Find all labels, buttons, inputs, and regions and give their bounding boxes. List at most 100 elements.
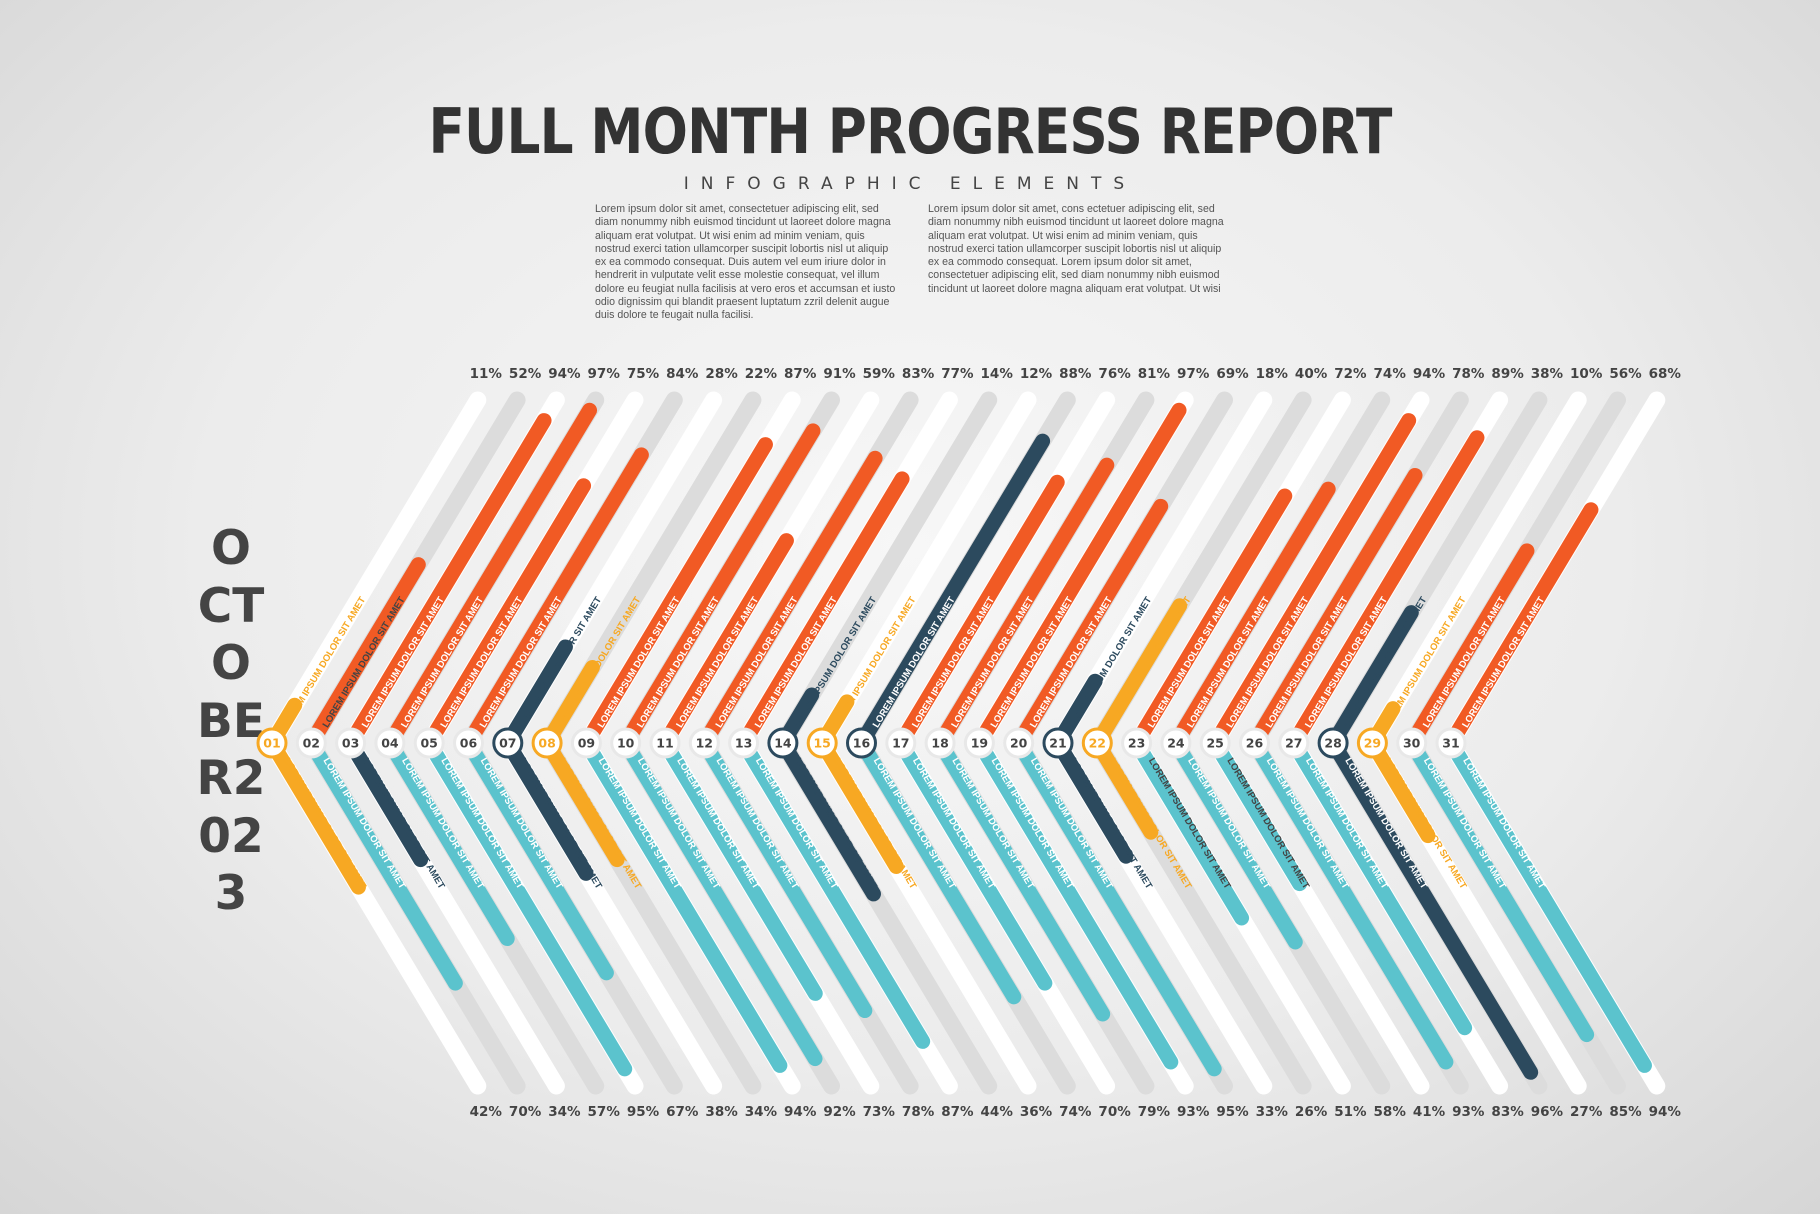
day-node-21 [1042,727,1074,759]
bar-upper-03 [343,413,552,751]
bar-lower-21 [1050,735,1134,864]
day-node-18 [924,727,956,759]
bottom-value-10: 92% [823,1104,856,1120]
bottom-value-20: 95% [1216,1104,1249,1120]
day-label-05: 05 [420,736,437,751]
bottom-value-27: 83% [1491,1104,1524,1120]
top-value-04: 97% [588,366,621,382]
day-node-25 [1199,727,1231,759]
day-node-14 [767,727,799,759]
top-value-26: 78% [1452,366,1485,382]
top-value-17: 76% [1098,366,1131,382]
top-value-21: 18% [1256,366,1289,382]
intro-paragraph-right: Lorem ipsum dolor sit amet, cons ectetue… [928,203,1224,295]
bar-upper-16 [854,433,1051,751]
track-upper-01 [263,391,487,752]
day-label-26: 26 [1246,736,1264,751]
day-node-04 [374,727,406,759]
day-node-30 [1396,727,1428,759]
day-label-10: 10 [617,736,635,751]
top-value-31: 68% [1649,366,1682,382]
top-value-02: 52% [509,366,542,382]
day-label-11: 11 [656,736,673,751]
top-value-20: 69% [1216,366,1249,382]
bar-upper-30 [1404,543,1535,751]
day-label-17: 17 [892,736,909,751]
day-label-01: 01 [263,736,280,751]
bar-lower-31 [1443,735,1652,1073]
day-label-23: 23 [1128,736,1145,751]
bottom-value-12: 78% [902,1104,935,1120]
day-node-27 [1278,727,1310,759]
bar-upper-20 [1011,498,1169,751]
day-label-21: 21 [1049,736,1066,751]
bottom-value-05: 95% [627,1104,660,1120]
bottom-value-02: 70% [509,1104,542,1120]
bar-upper-11 [657,533,794,751]
bottom-value-30: 85% [1609,1104,1642,1120]
day-label-12: 12 [696,736,713,751]
top-value-14: 14% [981,366,1014,382]
bar-lower-06 [461,735,614,981]
day-node-03 [335,727,367,759]
bar-lower-19 [971,735,1179,1070]
top-value-29: 10% [1570,366,1603,382]
bar-lower-18 [932,735,1111,1022]
bottom-value-31: 94% [1649,1104,1682,1120]
day-node-05 [413,727,445,759]
day-node-29 [1356,727,1388,759]
bar-lower-05 [421,735,633,1077]
top-value-18: 81% [1138,366,1171,382]
bottom-value-25: 41% [1413,1104,1446,1120]
bar-lower-17 [893,735,1053,991]
segment-label-lower-31: LOREM IPSUM DOLOR SIT AMET [1460,756,1547,891]
day-node-28 [1317,727,1349,759]
day-node-24 [1160,727,1192,759]
bottom-value-04: 57% [588,1104,621,1120]
bar-lower-22 [1089,735,1159,840]
bar-lower-03 [343,735,429,868]
day-label-09: 09 [578,736,595,751]
top-value-03: 94% [548,366,581,382]
day-node-10 [610,727,642,759]
bottom-value-18: 79% [1138,1104,1171,1120]
top-value-01: 11% [470,366,503,382]
bar-upper-09 [578,437,773,751]
bar-lower-27 [1286,735,1473,1036]
bar-upper-07 [500,639,573,751]
bar-upper-13 [736,471,910,751]
bar-upper-24 [1168,481,1336,751]
bar-upper-26 [1247,467,1423,751]
bar-lower-29 [1364,735,1436,844]
day-label-27: 27 [1285,736,1302,751]
bottom-value-11: 73% [863,1104,896,1120]
day-label-31: 31 [1442,736,1459,751]
bottom-value-09: 94% [784,1104,817,1120]
day-node-08 [531,727,563,759]
day-node-07 [492,727,524,759]
day-label-24: 24 [1167,736,1185,751]
top-value-25: 94% [1413,366,1446,382]
bottom-value-19: 93% [1177,1104,1210,1120]
track-upper-14 [774,391,998,752]
day-label-25: 25 [1206,736,1223,751]
day-label-14: 14 [774,736,792,751]
day-node-19 [963,727,995,759]
page-subtitle: INFOGRAPHIC ELEMENTS [683,174,1137,194]
bottom-value-14: 44% [981,1104,1014,1120]
bar-lower-20 [1011,735,1222,1077]
top-value-08: 22% [745,366,778,382]
day-label-28: 28 [1324,736,1341,751]
month-year-label: OCTOBER2023 [196,521,266,921]
bar-lower-15 [814,735,904,874]
day-label-29: 29 [1364,736,1381,751]
bar-lower-04 [382,735,515,947]
bar-lower-14 [775,735,881,902]
page-title: FULL MONTH PROGRESS REPORT [428,95,1392,168]
day-node-20 [1003,727,1035,759]
top-value-16: 88% [1059,366,1092,382]
bottom-value-26: 93% [1452,1104,1485,1120]
bar-lower-10 [618,735,823,1067]
day-node-26 [1239,727,1270,759]
